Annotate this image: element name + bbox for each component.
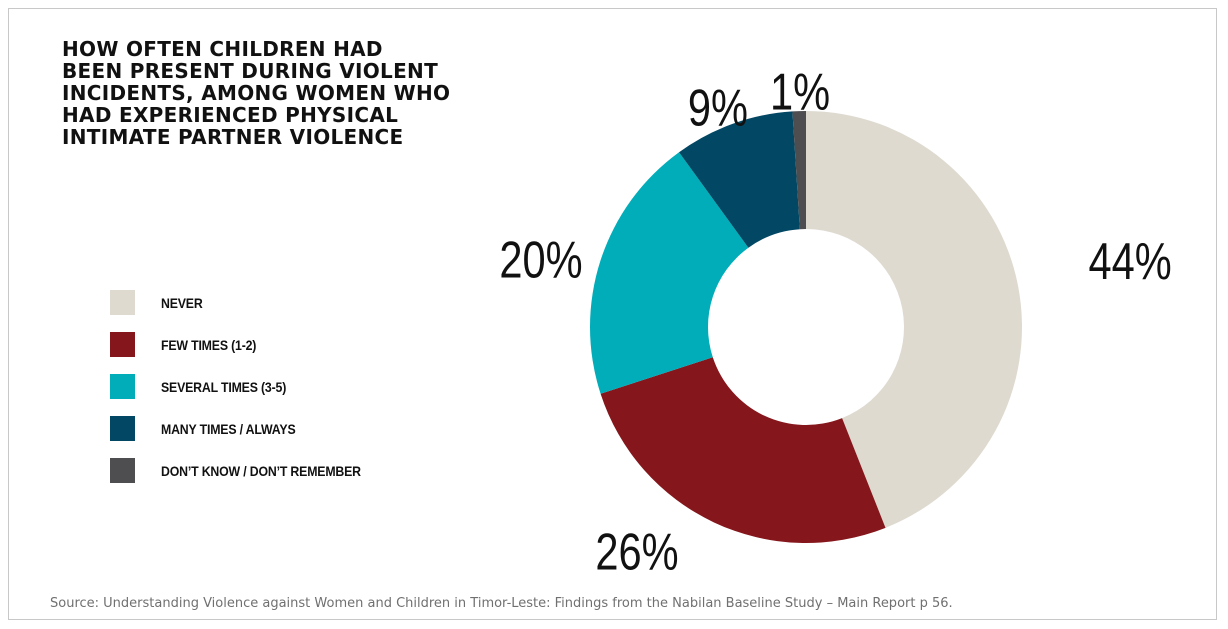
slice-label-0: 44%: [1089, 231, 1172, 290]
legend-swatch-several-times: [110, 374, 135, 399]
legend-label-few-times: FEW TIMES (1-2): [161, 336, 257, 353]
legend-swatch-many-times: [110, 416, 135, 441]
legend-label-dont-know: DON’T KNOW / DON’T REMEMBER: [161, 462, 361, 479]
donut-slice-4: [792, 111, 806, 230]
legend-swatch-few-times: [110, 332, 135, 357]
donut-slice-1: [600, 357, 886, 544]
legend-swatch-dont-know: [110, 458, 135, 483]
chart-title: HOW OFTEN CHILDREN HAD BEEN PRESENT DURI…: [62, 37, 451, 149]
slice-label-1: 26%: [595, 522, 678, 581]
legend-item-several-times: SEVERAL TIMES (3-5): [110, 374, 388, 399]
legend-label-several-times: SEVERAL TIMES (3-5): [161, 378, 287, 395]
legend-label-never: NEVER: [161, 294, 203, 311]
donut-labels: 44% 26% 20% 9% 1%: [499, 62, 1171, 581]
legend-item-dont-know: DON’T KNOW / DON’T REMEMBER: [110, 458, 388, 483]
donut-slice-0: [806, 111, 1022, 528]
legend-swatch-never: [110, 290, 135, 315]
chart-frame: [8, 8, 1217, 620]
donut-slice-3: [679, 111, 800, 248]
legend-item-few-times: FEW TIMES (1-2): [110, 332, 388, 357]
slice-label-4: 1%: [770, 62, 830, 121]
slice-label-3: 9%: [688, 78, 748, 137]
donut-slice-2: [590, 152, 749, 394]
source-note: Source: Understanding Violence against W…: [50, 596, 953, 611]
slice-label-2: 20%: [499, 230, 582, 289]
legend-item-many-times: MANY TIMES / ALWAYS: [110, 416, 388, 441]
donut-slices: [590, 111, 1022, 544]
legend-item-never: NEVER: [110, 290, 388, 315]
legend-label-many-times: MANY TIMES / ALWAYS: [161, 420, 296, 437]
legend: NEVER FEW TIMES (1-2) SEVERAL TIMES (3-5…: [110, 290, 388, 500]
